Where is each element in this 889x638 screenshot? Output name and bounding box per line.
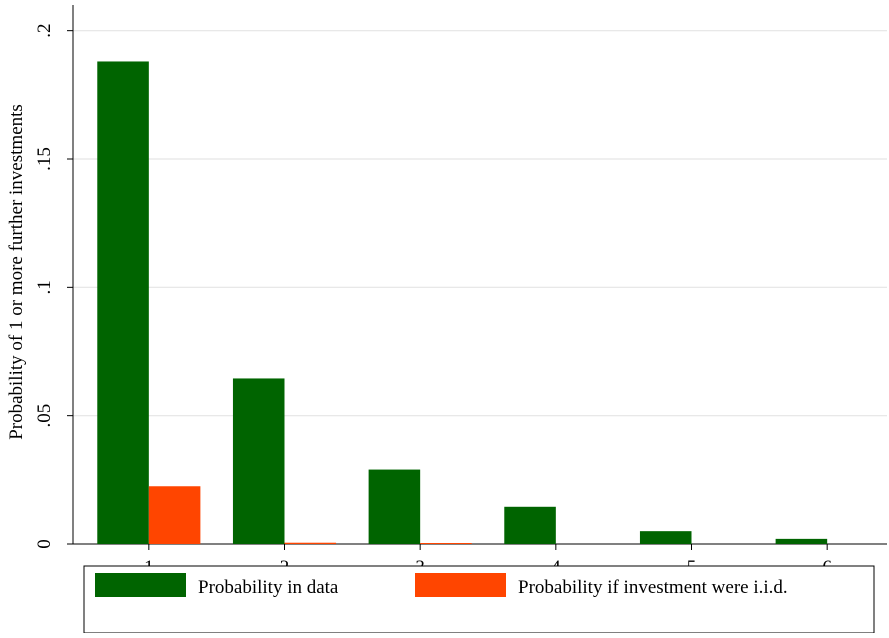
bar-data: [639, 531, 692, 544]
bar-iid: [420, 543, 472, 544]
y-tick-label: .1: [34, 280, 55, 294]
bar-iid: [148, 486, 201, 544]
bar-iid: [284, 542, 337, 544]
legend-label: Probability in data: [198, 577, 339, 598]
bar-data: [97, 61, 149, 544]
legend-label: Probability if investment were i.i.d.: [518, 577, 788, 598]
bar-data: [232, 378, 285, 544]
y-tick-label: 0: [34, 539, 55, 549]
bars: [97, 61, 828, 544]
legend-swatch: [95, 573, 186, 597]
y-tick-label: .05: [34, 404, 55, 428]
legend-swatch: [415, 573, 506, 597]
y-tick-label: .15: [34, 147, 55, 171]
y-axis-label: Probability of 1 or more further investm…: [6, 104, 27, 440]
bar-data: [368, 469, 421, 544]
legend: Probability in data Probability if invest…: [83, 565, 875, 634]
bar-data: [504, 506, 556, 544]
y-tick-label: .2: [34, 24, 55, 38]
bar-data: [775, 538, 828, 544]
gridlines: [73, 30, 887, 417]
